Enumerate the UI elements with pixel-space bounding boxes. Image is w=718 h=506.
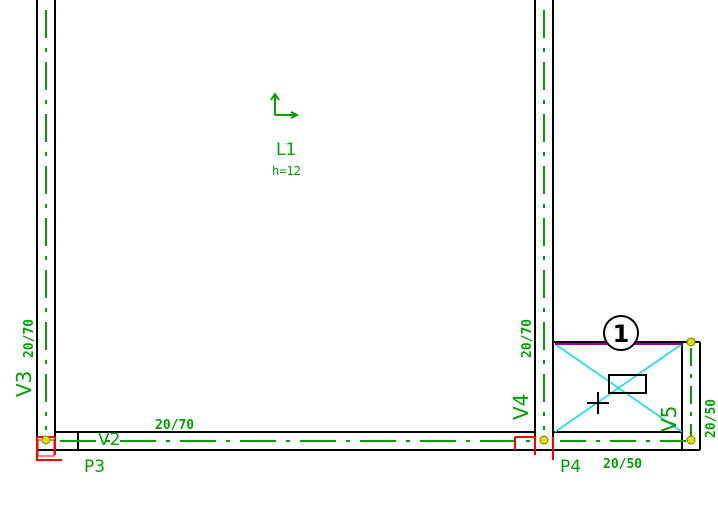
beam-v3-section: 20/70 bbox=[22, 319, 37, 358]
slab-name: L1 bbox=[276, 140, 296, 160]
node-p3 bbox=[41, 435, 51, 445]
beam-v5-name: V5 bbox=[657, 406, 681, 432]
beam-v2-section: 20/70 bbox=[155, 418, 194, 433]
beam-v3-name: V3 bbox=[12, 371, 36, 397]
beam-v3[interactable] bbox=[36, 0, 56, 437]
column-p3[interactable] bbox=[36, 435, 62, 461]
beam-v2[interactable] bbox=[37, 431, 700, 451]
beam-v4-name: V4 bbox=[509, 394, 533, 420]
opening-marker[interactable]: 1 bbox=[603, 315, 639, 351]
opening-marker-number: 1 bbox=[613, 320, 630, 348]
beam-bottom-right-section: 20/50 bbox=[603, 457, 642, 472]
column-p4[interactable] bbox=[514, 435, 554, 460]
slab-thickness: h=12 bbox=[272, 164, 301, 178]
beam-v4-section: 20/70 bbox=[520, 319, 535, 358]
beam-v5-section: 20/50 bbox=[704, 399, 718, 438]
node-bottom-right bbox=[686, 435, 696, 445]
column-p4-label: P4 bbox=[560, 457, 581, 477]
node-top-right bbox=[686, 337, 696, 347]
slab-l1-symbol[interactable]: L1 h=12 bbox=[270, 92, 301, 178]
beam-v4[interactable] bbox=[534, 0, 554, 437]
column-p3-label: P3 bbox=[84, 457, 105, 477]
node-p4 bbox=[539, 435, 549, 445]
beam-v2-name: V2 bbox=[98, 430, 120, 450]
